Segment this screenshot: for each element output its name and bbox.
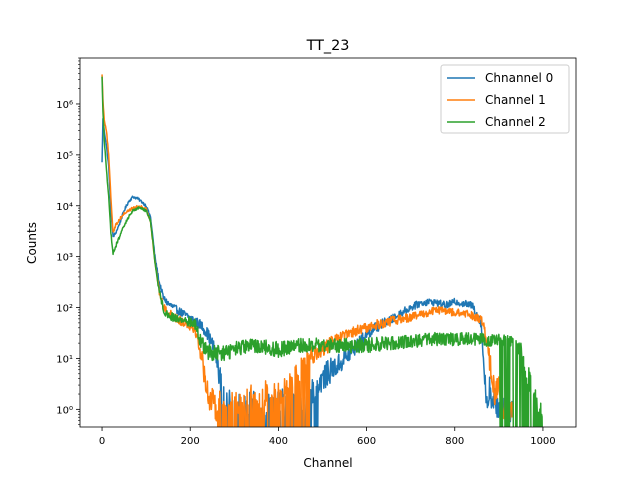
x-axis: 0 200 400 600 800 1000	[99, 427, 556, 447]
y-tick-label: 10⁵	[56, 151, 73, 162]
x-tick-label: 1000	[530, 436, 555, 447]
chart-title: TT_23	[306, 38, 350, 54]
y-tick-label: 10⁰	[56, 405, 73, 416]
legend-box	[440, 64, 570, 134]
x-tick-label: 600	[357, 436, 376, 447]
x-tick-label: 800	[445, 436, 464, 447]
x-tick-label: 200	[181, 436, 200, 447]
y-axis-label: Counts	[25, 222, 39, 264]
y-tick-label: 10⁶	[56, 100, 73, 111]
legend: Chnannel 0 Channel 1 Channel 2	[440, 64, 570, 134]
y-tick-label: 10²	[56, 304, 73, 315]
legend-label: Channel 1	[485, 93, 546, 107]
x-axis-label: Channel	[303, 456, 352, 470]
series-layer	[101, 74, 543, 427]
x-tick-label: 400	[269, 436, 288, 447]
y-tick-label: 10⁴	[56, 202, 73, 213]
y-axis: 10⁰ 10¹ 10² 10³ 10⁴ 10⁵ 10⁶	[56, 57, 80, 425]
y-tick-label: 10³	[56, 253, 73, 264]
legend-label: Chnannel 0	[485, 71, 553, 85]
legend-label: Channel 2	[485, 115, 546, 129]
series-line-3	[101, 76, 543, 427]
x-tick-label: 0	[99, 436, 105, 447]
axes-frame	[79, 57, 577, 428]
y-tick-label: 10¹	[56, 354, 73, 365]
